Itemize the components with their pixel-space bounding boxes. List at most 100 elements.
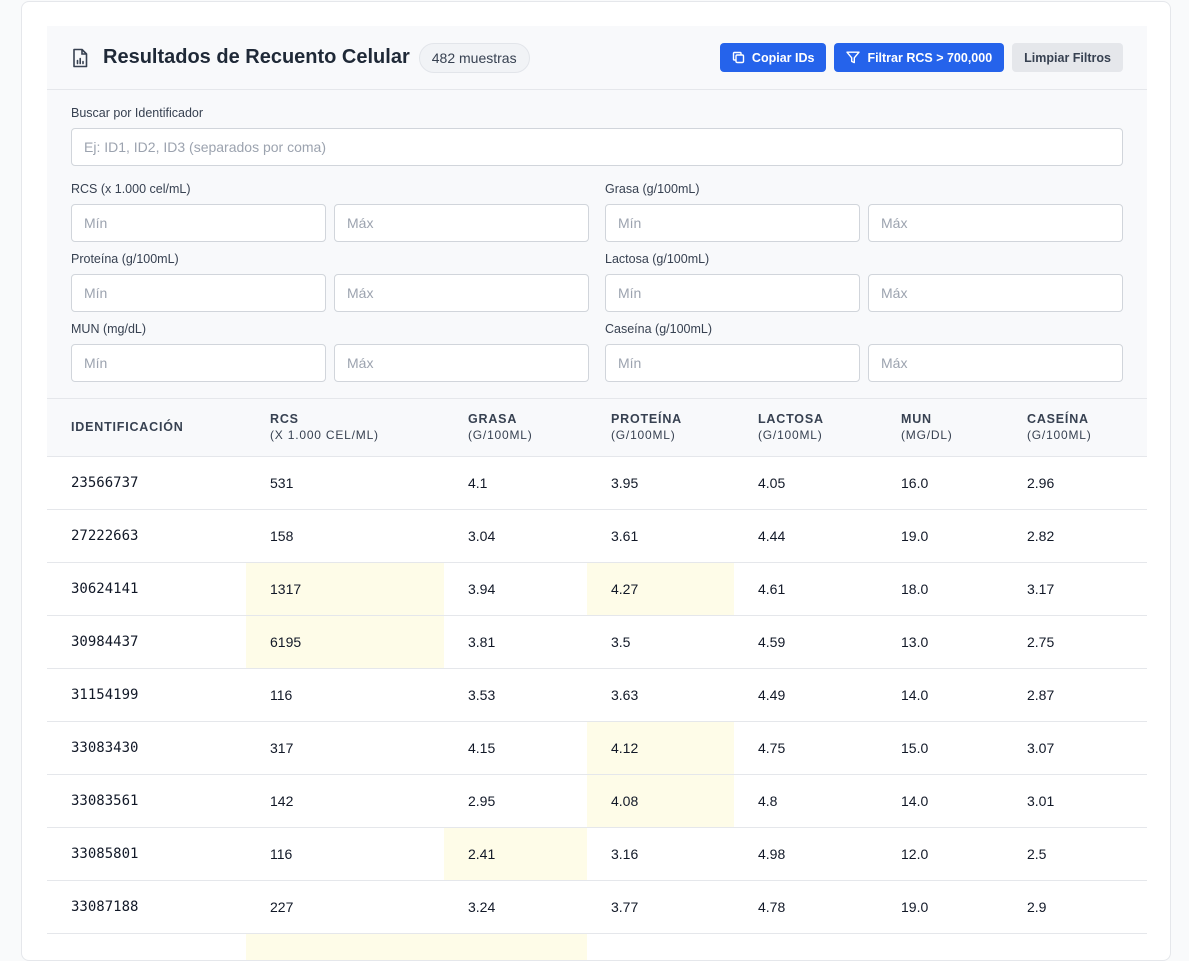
cell-proteina: 3.16 — [587, 827, 734, 881]
column-title: IDENTIFICACIÓN — [71, 420, 184, 435]
cell-caseina: 2.75 — [1003, 615, 1147, 669]
cell-rcs: 531 — [246, 456, 444, 510]
proteina-max-input[interactable] — [334, 274, 589, 312]
cell-grasa: 3.04 — [444, 509, 587, 563]
column-title: MUN — [901, 412, 932, 427]
grasa-max-input[interactable] — [868, 204, 1123, 242]
range-filter-grasa: Grasa (g/100mL) — [605, 182, 1123, 242]
cell-id: 33083430 — [47, 721, 246, 775]
column-unit: (G/100ML) — [468, 428, 533, 443]
table-row[interactable]: 31154199 116 3.53 3.63 4.49 14.0 2.87 — [47, 668, 1147, 722]
cell-proteina: 3.5 — [587, 615, 734, 669]
cell-lactosa: 4.78 — [734, 880, 877, 934]
column-unit: (X 1.000 CEL/ML) — [270, 428, 379, 443]
cell-id: 33085801 — [47, 827, 246, 881]
cell-id: 33087188 — [47, 880, 246, 934]
filter-row: MUN (mg/dL) Caseína (g/100mL) — [71, 322, 1123, 382]
cell-rcs: 317 — [246, 721, 444, 775]
table-row[interactable]: 30984437 6195 3.81 3.5 4.59 13.0 2.75 — [47, 615, 1147, 669]
column-header-lactosa[interactable]: LACTOSA (G/100ML) — [734, 399, 877, 457]
filter-rcs-button[interactable]: Filtrar RCS > 700,000 — [834, 43, 1005, 72]
cell-rcs: 116 — [246, 827, 444, 881]
proteina-min-input[interactable] — [71, 274, 326, 312]
mun-max-input[interactable] — [334, 344, 589, 382]
range-filter-caseina: Caseína (g/100mL) — [605, 322, 1123, 382]
column-title: RCS — [270, 412, 299, 427]
cell-caseina: 3.17 — [1003, 562, 1147, 616]
copy-icon — [732, 51, 745, 64]
column-header-grasa[interactable]: GRASA (G/100ML) — [444, 399, 587, 457]
rcs-max-input[interactable] — [334, 204, 589, 242]
cell-mun: 14.0 — [877, 668, 1003, 722]
clear-filters-label: Limpiar Filtros — [1024, 50, 1111, 65]
column-header-mun[interactable]: MUN (MG/DL) — [877, 399, 1003, 457]
search-input[interactable] — [71, 128, 1123, 166]
caseina-max-input[interactable] — [868, 344, 1123, 382]
column-header-id[interactable]: IDENTIFICACIÓN — [47, 399, 246, 457]
filter-icon — [846, 51, 861, 64]
cell-caseina: 2.9 — [1003, 880, 1147, 934]
grasa-min-input[interactable] — [605, 204, 860, 242]
range-filter-lactosa: Lactosa (g/100mL) — [605, 252, 1123, 312]
cell-id: 33083561 — [47, 774, 246, 828]
filter-row: RCS (x 1.000 cel/mL) Grasa (g/100mL) — [71, 182, 1123, 242]
filters-panel: Buscar por Identificador RCS (x 1.000 ce… — [47, 90, 1147, 399]
table-row[interactable]: 33083430 317 4.15 4.12 4.75 15.0 3.07 — [47, 721, 1147, 775]
cell-proteina: 4.27 — [587, 562, 734, 616]
cell-caseina: 2.5 — [1003, 827, 1147, 881]
cell-lactosa: 4.61 — [734, 562, 877, 616]
column-header-rcs[interactable]: RCS (X 1.000 CEL/ML) — [246, 399, 444, 457]
cell-mun: 12.0 — [877, 827, 1003, 881]
copy-ids-label: Copiar IDs — [751, 50, 815, 65]
lactosa-max-input[interactable] — [868, 274, 1123, 312]
cell-rcs: 1317 — [246, 562, 444, 616]
cell-caseina: 3.07 — [1003, 721, 1147, 775]
column-title: CASEÍNA — [1027, 412, 1089, 427]
cell-lactosa: 4.59 — [734, 615, 877, 669]
cell-id: 30984437 — [47, 615, 246, 669]
results-table: IDENTIFICACIÓN RCS (X 1.000 CEL/ML) GRASA (G… — [47, 399, 1147, 960]
cell-grasa: 4.15 — [444, 721, 587, 775]
cell-mun: 19.0 — [877, 880, 1003, 934]
cell-lactosa: 4.8 — [734, 774, 877, 828]
cell-mun: 15.0 — [877, 721, 1003, 775]
lactosa-min-input[interactable] — [605, 274, 860, 312]
filter-rcs-label: Filtrar RCS > 700,000 — [867, 50, 993, 65]
cell-proteina: 4.08 — [587, 774, 734, 828]
results-card: Resultados de Recuento Celular 482 muest… — [21, 1, 1171, 961]
cell-proteina: 3.95 — [587, 456, 734, 510]
cell-mun: 13.0 — [877, 615, 1003, 669]
table-row[interactable]: 30624141 1317 3.94 4.27 4.61 18.0 3.17 — [47, 562, 1147, 616]
table-row[interactable] — [47, 933, 1147, 960]
table-row[interactable]: 27222663 158 3.04 3.61 4.44 19.0 2.82 — [47, 509, 1147, 563]
clear-filters-button[interactable]: Limpiar Filtros — [1012, 43, 1123, 72]
range-label: RCS (x 1.000 cel/mL) — [71, 182, 191, 196]
copy-ids-button[interactable]: Copiar IDs — [719, 43, 827, 72]
range-label: Grasa (g/100mL) — [605, 182, 700, 196]
table-row[interactable]: 33085801 116 2.41 3.16 4.98 12.0 2.5 — [47, 827, 1147, 881]
caseina-min-input[interactable] — [605, 344, 860, 382]
cell-grasa: 2.95 — [444, 774, 587, 828]
search-block: Buscar por Identificador — [71, 106, 1123, 166]
table-body: 23566737 531 4.1 3.95 4.05 16.0 2.96 27222663 15… — [47, 456, 1147, 960]
table-row[interactable]: 23566737 531 4.1 3.95 4.05 16.0 2.96 — [47, 456, 1147, 510]
column-header-caseina[interactable]: CASEÍNA (G/100ML) — [1003, 399, 1147, 457]
cell-lactosa: 4.75 — [734, 721, 877, 775]
column-unit: (G/100ML) — [611, 428, 676, 443]
cell-grasa: 3.24 — [444, 880, 587, 934]
cell-proteina: 3.63 — [587, 668, 734, 722]
column-unit: (MG/DL) — [901, 428, 953, 443]
mun-min-input[interactable] — [71, 344, 326, 382]
cell-rcs: 158 — [246, 509, 444, 563]
cell-id: 31154199 — [47, 668, 246, 722]
cell-lactosa: 4.49 — [734, 668, 877, 722]
cell-caseina: 2.82 — [1003, 509, 1147, 563]
table-row[interactable]: 33087188 227 3.24 3.77 4.78 19.0 2.9 — [47, 880, 1147, 934]
range-filter-rcs: RCS (x 1.000 cel/mL) — [71, 182, 589, 242]
cell-id: 27222663 — [47, 509, 246, 563]
search-label: Buscar por Identificador — [71, 106, 204, 120]
cell-caseina — [1003, 933, 1147, 960]
rcs-min-input[interactable] — [71, 204, 326, 242]
column-header-proteina[interactable]: PROTEÍNA (G/100ML) — [587, 399, 734, 457]
table-row[interactable]: 33083561 142 2.95 4.08 4.8 14.0 3.01 — [47, 774, 1147, 828]
